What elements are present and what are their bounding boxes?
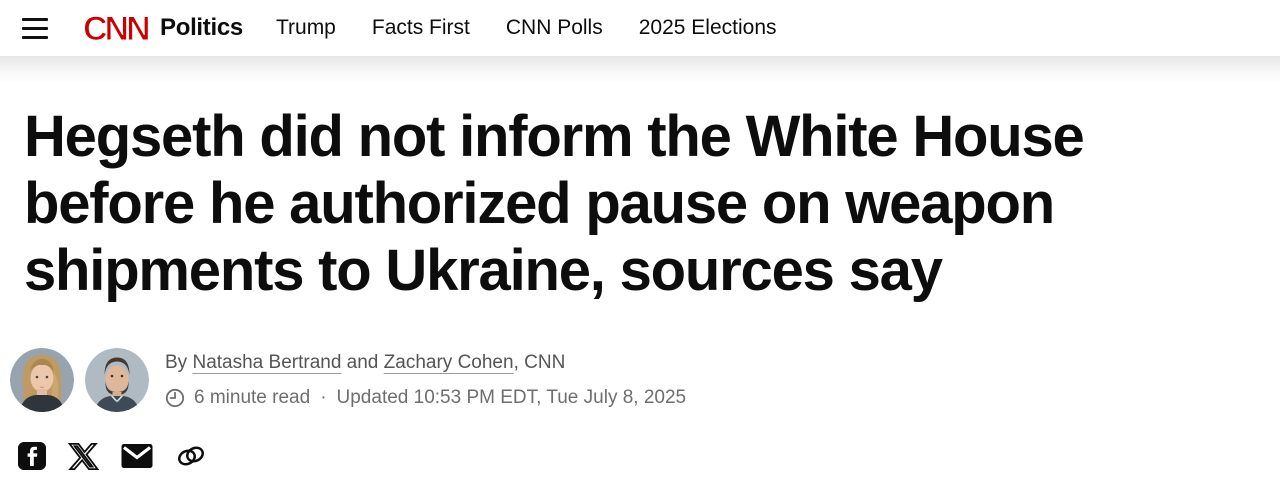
facebook-icon [18,442,46,470]
x-share-button[interactable] [68,441,99,472]
clock-icon [165,388,185,407]
headline-line-2: before he authorized pause on weapon [24,171,1055,236]
nav-item-facts-first[interactable]: Facts First [371,16,470,39]
byline-info: By Natasha Bertrand and Zachary Cohen, C… [165,352,686,409]
read-time: 6 minute read [194,386,311,408]
facebook-share-button[interactable] [18,442,46,470]
byline-suffix: , CNN [513,351,566,373]
email-share-button[interactable] [121,443,153,469]
avatar-zachary-cohen[interactable] [85,348,149,412]
top-nav-bar: CNN CNN Politics Trump Facts First CNN P… [0,0,1280,56]
byline-conjunction: and [346,351,379,373]
cnn-logo[interactable]: CNN CNN [85,10,152,47]
section-title: Politics [160,14,243,41]
headline-line-3: shipments to Ukraine, sources say [24,238,943,303]
author-link-natasha-bertrand[interactable]: Natasha Bertrand [192,351,342,373]
meta-separator: · [320,386,327,408]
header-shadow-band [0,56,1280,83]
article-headline: Hegseth did not inform the White House b… [24,103,1256,304]
x-icon [68,442,99,470]
byline-text: By Natasha Bertrand and Zachary Cohen, C… [165,352,686,374]
byline-row: By Natasha Bertrand and Zachary Cohen, C… [10,348,1280,412]
updated-timestamp: Updated 10:53 PM EDT, Tue July 8, 2025 [336,386,687,408]
headline-line-1: Hegseth did not inform the White House [24,104,1085,169]
article-header: Hegseth did not inform the White House b… [0,103,1280,472]
author-link-zachary-cohen[interactable]: Zachary Cohen [383,351,514,373]
svg-text:CNN: CNN [85,10,149,47]
nav-item-cnn-polls[interactable]: CNN Polls [505,16,603,39]
email-icon [121,444,153,468]
primary-nav: Trump Facts First CNN Polls 2025 Electio… [276,16,777,40]
link-icon [178,446,204,466]
article-meta: 6 minute read · Updated 10:53 PM EDT, Tu… [165,387,686,409]
nav-item-2025-elections[interactable]: 2025 Elections [638,16,777,39]
share-row [18,440,1280,472]
nav-item-trump[interactable]: Trump [275,16,336,39]
copy-link-share-button[interactable] [175,441,207,471]
svg-text:CNN: CNN [85,10,149,47]
byline-prefix: By [165,351,188,373]
cnn-logo-icon: CNN CNN [85,10,152,47]
avatar-natasha-bertrand[interactable] [10,348,74,412]
menu-hamburger-icon[interactable] [22,17,48,39]
